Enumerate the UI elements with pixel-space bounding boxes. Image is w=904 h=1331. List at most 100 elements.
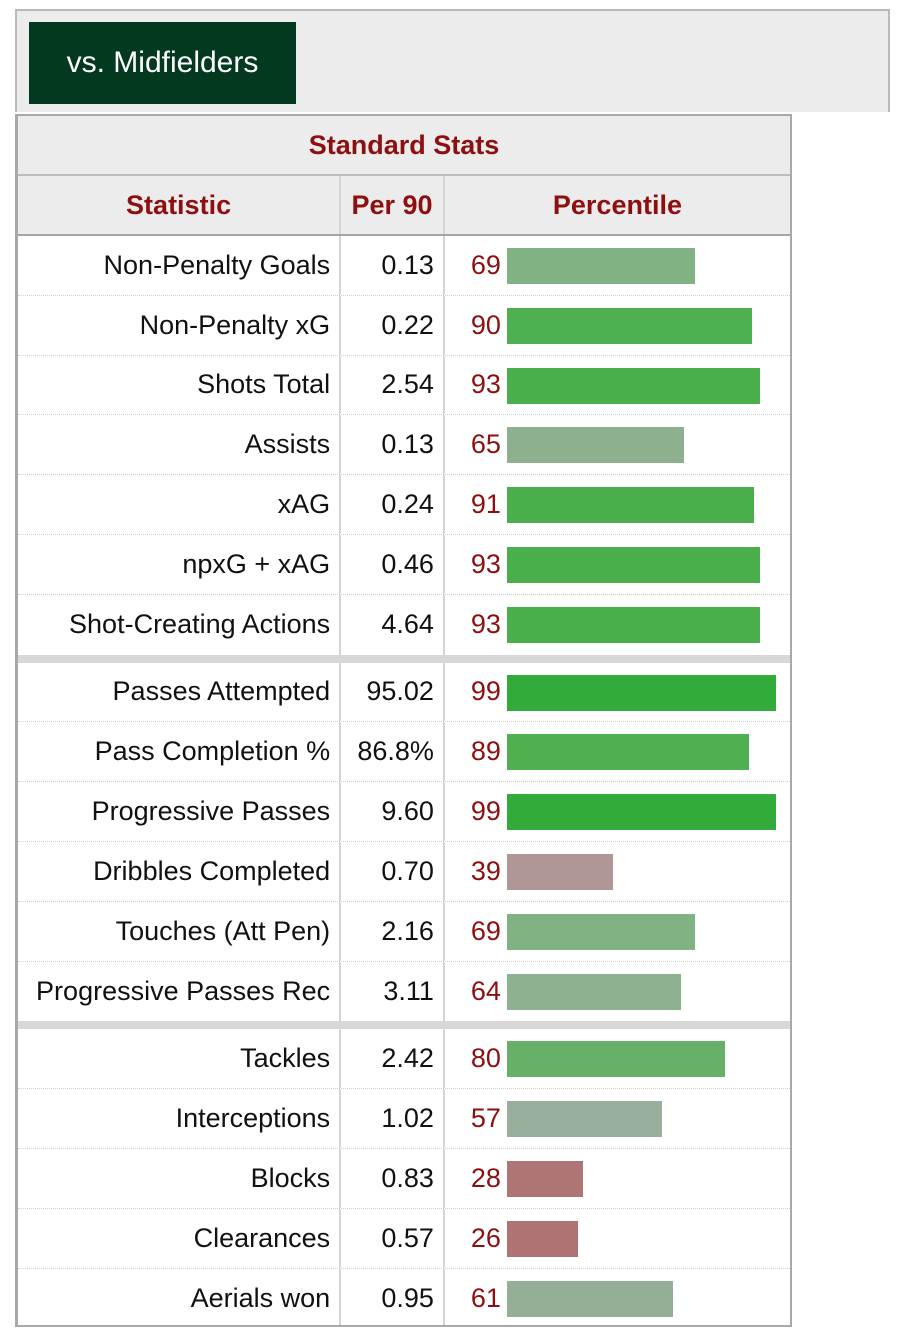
percentile-bar-track <box>506 415 783 474</box>
per90-value: 3.11 <box>341 961 445 1022</box>
tab-bar: vs. Midfielders <box>15 9 890 112</box>
table-row: Dribbles Completed 0.70 39 <box>18 841 790 902</box>
percentile-bar-track <box>506 356 783 415</box>
percentile-bar <box>506 1220 578 1257</box>
percentile-cell: 89 <box>445 722 790 781</box>
per90-value: 95.02 <box>341 662 445 722</box>
stat-name: Non-Penalty xG <box>18 295 342 355</box>
percentile-cell: 39 <box>445 842 790 901</box>
stat-name: Shots Total <box>18 355 342 415</box>
percentile-bar <box>506 367 760 404</box>
percentile-value: 99 <box>470 796 501 827</box>
percentile-cell: 26 <box>445 1209 790 1268</box>
percentile-value: 93 <box>470 609 501 640</box>
table-row: Progressive Passes 9.60 99 <box>18 782 790 842</box>
percentile-cell: 80 <box>445 1029 790 1088</box>
percentile-value: 89 <box>470 736 501 767</box>
percentile-value: 39 <box>470 855 501 886</box>
percentile-bar <box>506 307 752 344</box>
percentile-bar <box>506 734 749 771</box>
stat-name: Assists <box>18 415 342 475</box>
table-row: Assists 0.13 65 <box>18 415 790 476</box>
percentile-bar <box>506 973 681 1010</box>
percentile-cell: 28 <box>445 1149 790 1208</box>
percentile-bar <box>506 546 760 583</box>
group-separator <box>18 654 790 663</box>
percentile-value: 93 <box>470 369 501 400</box>
per90-value: 0.57 <box>341 1208 445 1268</box>
percentile-bar <box>506 794 777 831</box>
per90-value: 1.02 <box>341 1089 445 1148</box>
percentile-bar-track <box>506 782 783 841</box>
percentile-value: 90 <box>470 309 501 340</box>
percentile-bar <box>506 1280 673 1317</box>
percentile-cell: 64 <box>445 962 790 1022</box>
tab-vs-midfielders[interactable]: vs. Midfielders <box>29 22 296 104</box>
percentile-bar-track <box>506 475 783 534</box>
percentile-cell: 90 <box>445 296 790 355</box>
table-row: Non-Penalty Goals 0.13 69 <box>18 236 790 296</box>
stat-name: Non-Penalty Goals <box>18 236 342 295</box>
percentile-bar-track <box>506 535 783 594</box>
percentile-bar <box>506 427 684 464</box>
stat-name: Pass Completion % <box>18 722 342 782</box>
per90-value: 86.8% <box>341 722 445 782</box>
table-row: npxG + xAG 0.46 93 <box>18 534 790 595</box>
table-row: Blocks 0.83 28 <box>18 1148 790 1209</box>
per90-value: 9.60 <box>341 782 445 841</box>
percentile-cell: 93 <box>445 535 790 594</box>
percentile-value: 57 <box>470 1103 501 1134</box>
percentile-bar <box>506 913 695 950</box>
percentile-value: 99 <box>470 676 501 707</box>
per90-value: 0.46 <box>341 534 445 594</box>
group-separator <box>18 1021 790 1030</box>
stat-name: Interceptions <box>18 1089 342 1148</box>
percentile-value: 61 <box>470 1282 501 1313</box>
percentile-value: 93 <box>470 548 501 579</box>
percentile-cell: 65 <box>445 415 790 474</box>
table-row: Aerials won 0.95 61 <box>18 1268 790 1325</box>
stat-name: npxG + xAG <box>18 534 342 594</box>
percentile-bar-track <box>506 842 783 901</box>
stat-name: Clearances <box>18 1208 342 1268</box>
percentile-bar-track <box>506 902 783 961</box>
percentile-bar-track <box>506 296 783 355</box>
table-row: Shots Total 2.54 93 <box>18 355 790 416</box>
table-row: Shot-Creating Actions 4.64 93 <box>18 594 790 655</box>
percentile-cell: 69 <box>445 902 790 961</box>
percentile-value: 80 <box>470 1043 501 1074</box>
percentile-value: 69 <box>470 915 501 946</box>
stat-name: Blocks <box>18 1148 342 1208</box>
table-row: Interceptions 1.02 57 <box>18 1089 790 1149</box>
percentile-cell: 91 <box>445 475 790 534</box>
per90-value: 2.16 <box>341 901 445 961</box>
percentile-bar <box>506 674 777 711</box>
percentile-cell: 99 <box>445 782 790 841</box>
header-statistic[interactable]: Statistic <box>18 176 342 234</box>
percentile-value: 65 <box>470 429 501 460</box>
per90-value: 0.22 <box>341 295 445 355</box>
per90-value: 0.95 <box>341 1268 445 1325</box>
stat-name: Dribbles Completed <box>18 841 342 901</box>
stats-table: Standard Stats Statistic Per 90 Percenti… <box>15 114 792 1327</box>
per90-value: 0.13 <box>341 415 445 475</box>
table-body: Non-Penalty Goals 0.13 69 Non-Penalty xG 0.2… <box>18 236 790 1325</box>
table-header: Statistic Per 90 Percentile <box>18 176 790 236</box>
percentile-bar-track <box>506 236 783 295</box>
per90-value: 0.24 <box>341 475 445 534</box>
stat-name: Progressive Passes Rec <box>18 961 342 1022</box>
percentile-bar <box>506 487 755 524</box>
header-percentile[interactable]: Percentile <box>552 189 682 220</box>
percentile-bar-track <box>506 1269 783 1325</box>
percentile-bar <box>506 1041 725 1078</box>
per90-value: 0.13 <box>341 236 445 295</box>
percentile-bar <box>506 1160 584 1197</box>
percentile-bar-track <box>506 1029 783 1088</box>
stat-name: Touches (Att Pen) <box>18 901 342 961</box>
percentile-value: 28 <box>470 1162 501 1193</box>
header-per90[interactable]: Per 90 <box>341 176 445 234</box>
stat-name: xAG <box>18 475 342 534</box>
per90-value: 2.54 <box>341 355 445 415</box>
table-row: Clearances 0.57 26 <box>18 1208 790 1269</box>
stat-name: Shot-Creating Actions <box>18 594 342 655</box>
